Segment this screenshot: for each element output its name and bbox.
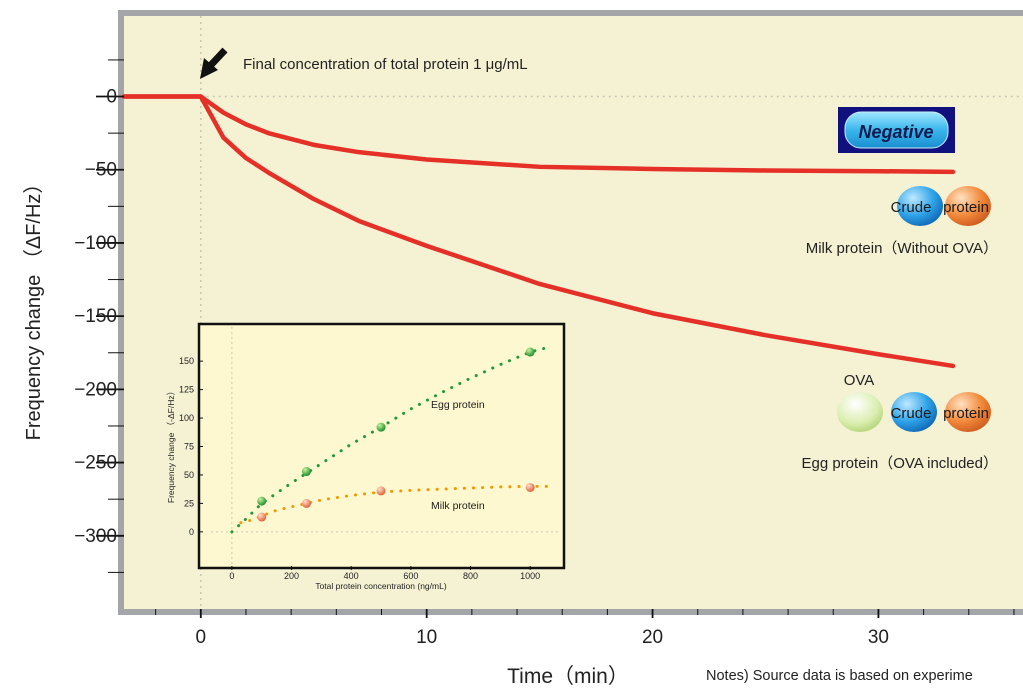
x-axis-ticks: 0 10 20 30 xyxy=(155,609,1015,648)
x-tick-label: 10 xyxy=(416,627,437,648)
milk-data-point xyxy=(257,512,267,522)
y-tick-label: 0 xyxy=(106,87,117,108)
egg-caption: Egg protein（OVA included） xyxy=(801,455,998,472)
milk-data-point xyxy=(301,498,311,508)
milk-caption: Milk protein（Without OVA） xyxy=(806,240,998,257)
y-tick-label: −250 xyxy=(74,453,117,474)
inset-x-tick-label: 0 xyxy=(229,571,234,581)
inset-legend-egg: Egg protein xyxy=(431,399,485,411)
egg-data-point xyxy=(301,467,311,477)
y-axis-title: Frequency change （ΔF/Hz） xyxy=(22,174,45,441)
x-tick-label: 30 xyxy=(868,627,889,648)
y-tick-label: −200 xyxy=(74,379,117,400)
y-tick-label: −150 xyxy=(74,306,117,327)
inset-legend-milk: Milk protein xyxy=(431,500,485,512)
inset-points xyxy=(257,347,535,522)
inset-x-axis-title: Total protein concentration (ng/mL) xyxy=(315,581,447,591)
inset-x-tick-label: 1000 xyxy=(520,571,540,581)
inset-x-tick-label: 200 xyxy=(284,571,299,581)
arrow-annotation: Final concentration of total protein 1 μ… xyxy=(243,56,528,73)
crude-protein-icons-egg: Crude protein xyxy=(837,392,991,432)
egg-data-point xyxy=(525,347,535,357)
crude-protein-icons-milk: Crude protein xyxy=(891,186,991,226)
inset-x-tick-label: 400 xyxy=(344,571,359,581)
inset-x-tick-label: 600 xyxy=(403,571,418,581)
y-tick-label: −100 xyxy=(74,233,117,254)
y-tick-label: −50 xyxy=(85,160,117,181)
inset-y-tick-label: 0 xyxy=(189,527,194,537)
inset-chart: 0 200 400 600 800 1000 0 25 50 75 100 125 150 Total … xyxy=(166,322,566,591)
milk-data-point xyxy=(376,486,386,496)
x-tick-label: 0 xyxy=(196,627,207,648)
x-axis-title: Time（min） xyxy=(507,665,629,688)
inset-frame xyxy=(197,322,566,570)
egg-data-point xyxy=(376,422,386,432)
inset-y-tick-label: 50 xyxy=(184,470,194,480)
inset-y-tick-label: 75 xyxy=(184,442,194,452)
ova-label: OVA xyxy=(844,372,875,389)
inset-y-axis-title: Frequency change （-ΔF/Hz） xyxy=(166,387,176,503)
inset-y-tick-label: 100 xyxy=(179,413,194,423)
inset-y-tick-label: 150 xyxy=(179,356,194,366)
negative-badge: Negative xyxy=(838,107,955,153)
crude-label-milk: Crude xyxy=(891,199,932,216)
protein-label-milk: protein xyxy=(943,199,989,216)
milk-data-point xyxy=(525,482,535,492)
arrow-down-left-icon xyxy=(200,47,228,79)
inset-grid xyxy=(211,327,560,566)
y-tick-label: −300 xyxy=(74,526,117,547)
series-line-0 xyxy=(121,94,956,175)
inset-y-tick-label: 125 xyxy=(179,385,194,395)
main-curves xyxy=(121,94,956,369)
series-line-1 xyxy=(121,94,956,369)
inset-ticks: 0 200 400 600 800 1000 0 25 50 75 100 125 150 xyxy=(179,356,540,581)
inset-y-tick-label: 25 xyxy=(184,498,194,508)
egg-data-point xyxy=(257,496,267,506)
notes-text: Notes) Source data is based on experime xyxy=(706,668,973,684)
x-tick-label: 20 xyxy=(642,627,663,648)
crude-label-egg: Crude xyxy=(891,405,932,422)
y-axis-ticks: 0 −50 −100 −150 −200 −250 −300 xyxy=(74,59,124,573)
inset-x-tick-label: 800 xyxy=(463,571,478,581)
protein-label-egg: protein xyxy=(943,405,989,422)
main-grid xyxy=(200,16,1023,609)
negative-badge-label: Negative xyxy=(858,122,933,142)
